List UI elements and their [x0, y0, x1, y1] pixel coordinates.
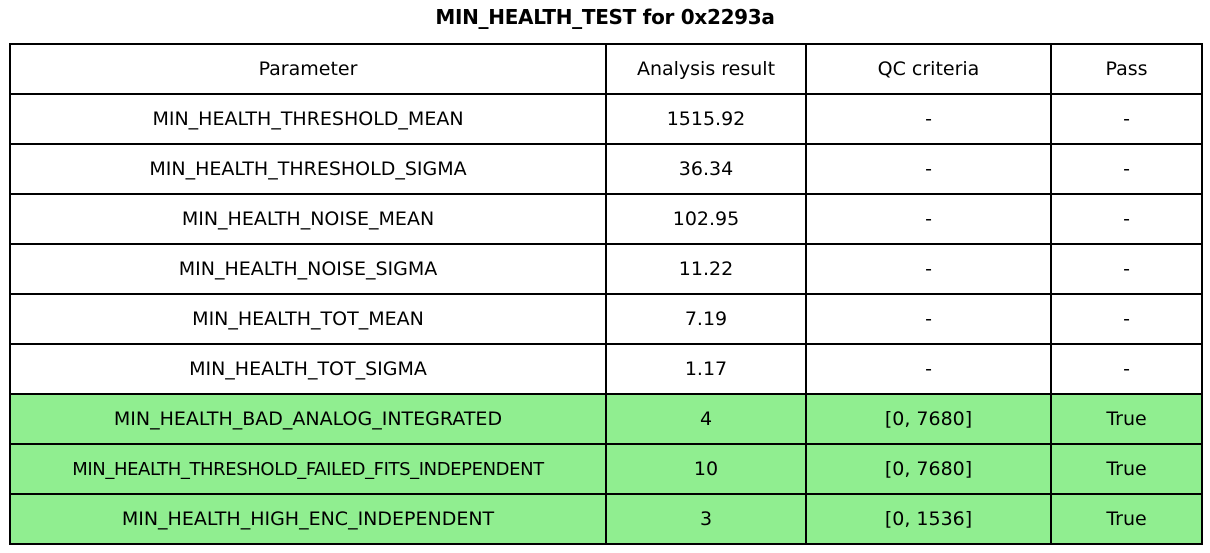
- column-header-qc-criteria: QC criteria: [805, 43, 1052, 95]
- column-header-analysis-result: Analysis result: [605, 43, 807, 95]
- cell-pass: -: [1050, 293, 1203, 345]
- cell-pass: True: [1050, 443, 1203, 495]
- column-header-parameter: Parameter: [9, 43, 607, 95]
- table-row: MIN_HEALTH_TOT_SIGMA 1.17 - -: [9, 343, 1203, 395]
- cell-analysis-result: 11.22: [605, 243, 807, 295]
- table-row: MIN_HEALTH_TOT_MEAN 7.19 - -: [9, 293, 1203, 345]
- cell-parameter: MIN_HEALTH_THRESHOLD_FAILED_FITS_INDEPEN…: [9, 443, 607, 495]
- cell-qc-criteria: [0, 7680]: [805, 443, 1052, 495]
- cell-pass: True: [1050, 393, 1203, 445]
- header-row: Parameter Analysis result QC criteria Pa…: [9, 43, 1203, 95]
- table-row-passed: MIN_HEALTH_HIGH_ENC_INDEPENDENT 3 [0, 15…: [9, 493, 1203, 545]
- cell-pass: True: [1050, 493, 1203, 545]
- cell-parameter: MIN_HEALTH_NOISE_SIGMA: [9, 243, 607, 295]
- cell-analysis-result: 4: [605, 393, 807, 445]
- cell-qc-criteria: -: [805, 343, 1052, 395]
- cell-parameter: MIN_HEALTH_BAD_ANALOG_INTEGRATED: [9, 393, 607, 445]
- cell-qc-criteria: -: [805, 243, 1052, 295]
- cell-qc-criteria: -: [805, 93, 1052, 145]
- table-row: MIN_HEALTH_NOISE_MEAN 102.95 - -: [9, 193, 1203, 245]
- cell-pass: -: [1050, 343, 1203, 395]
- cell-pass: -: [1050, 93, 1203, 145]
- cell-qc-criteria: -: [805, 143, 1052, 195]
- cell-analysis-result: 3: [605, 493, 807, 545]
- table-row-passed: MIN_HEALTH_BAD_ANALOG_INTEGRATED 4 [0, 7…: [9, 393, 1203, 445]
- cell-analysis-result: 1.17: [605, 343, 807, 395]
- table-row-passed: MIN_HEALTH_THRESHOLD_FAILED_FITS_INDEPEN…: [9, 443, 1203, 495]
- cell-parameter: MIN_HEALTH_NOISE_MEAN: [9, 193, 607, 245]
- cell-parameter: MIN_HEALTH_THRESHOLD_MEAN: [9, 93, 607, 145]
- cell-qc-criteria: -: [805, 293, 1052, 345]
- cell-analysis-result: 7.19: [605, 293, 807, 345]
- cell-parameter: MIN_HEALTH_HIGH_ENC_INDEPENDENT: [9, 493, 607, 545]
- cell-qc-criteria: [0, 7680]: [805, 393, 1052, 445]
- cell-analysis-result: 102.95: [605, 193, 807, 245]
- cell-qc-criteria: [0, 1536]: [805, 493, 1052, 545]
- figure-title: MIN_HEALTH_TEST for 0x2293a: [435, 5, 775, 29]
- cell-parameter: MIN_HEALTH_THRESHOLD_SIGMA: [9, 143, 607, 195]
- cell-analysis-result: 10: [605, 443, 807, 495]
- cell-parameter: MIN_HEALTH_TOT_SIGMA: [9, 343, 607, 395]
- cell-analysis-result: 36.34: [605, 143, 807, 195]
- qc-results-table: Parameter Analysis result QC criteria Pa…: [9, 43, 1203, 545]
- cell-pass: -: [1050, 193, 1203, 245]
- table-row: MIN_HEALTH_THRESHOLD_MEAN 1515.92 - -: [9, 93, 1203, 145]
- cell-pass: -: [1050, 243, 1203, 295]
- cell-analysis-result: 1515.92: [605, 93, 807, 145]
- table-row: MIN_HEALTH_THRESHOLD_SIGMA 36.34 - -: [9, 143, 1203, 195]
- cell-qc-criteria: -: [805, 193, 1052, 245]
- table-row: MIN_HEALTH_NOISE_SIGMA 11.22 - -: [9, 243, 1203, 295]
- cell-parameter: MIN_HEALTH_TOT_MEAN: [9, 293, 607, 345]
- column-header-pass: Pass: [1050, 43, 1203, 95]
- cell-pass: -: [1050, 143, 1203, 195]
